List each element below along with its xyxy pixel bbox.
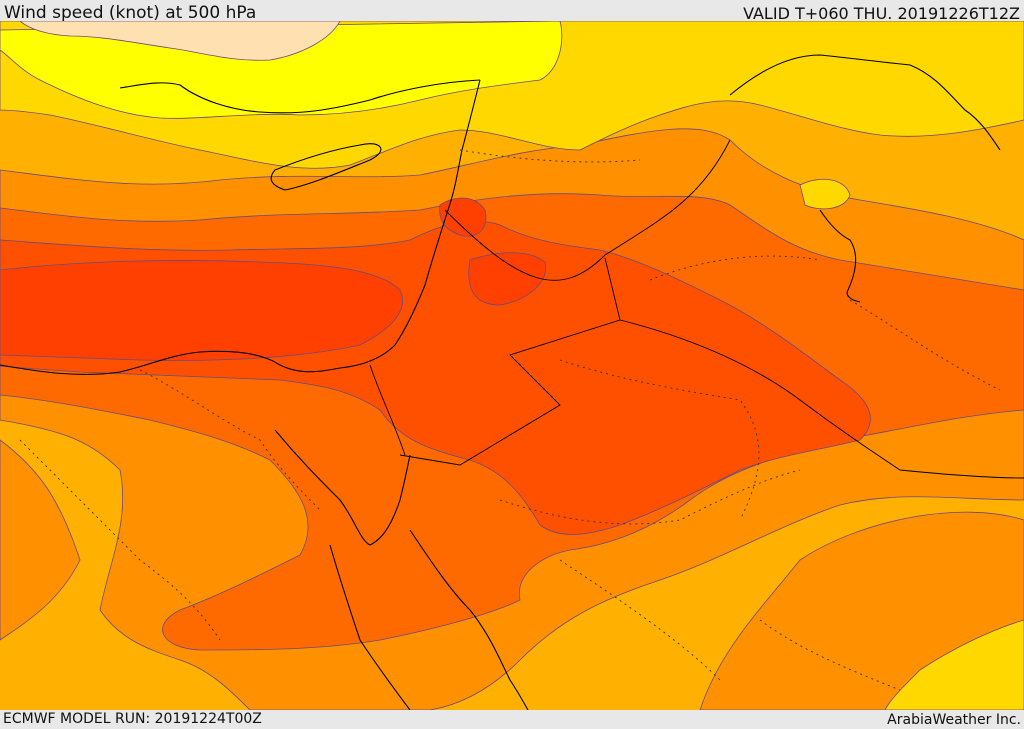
credit: ArabiaWeather Inc. <box>887 712 1021 728</box>
band-moderate-high-south <box>0 439 81 641</box>
band-low-east <box>799 178 851 210</box>
band-jet-core-levant <box>468 252 547 306</box>
map-title: Wind speed (knot) at 500 hPa <box>4 3 257 23</box>
map-footer: ECMWF MODEL RUN: 20191224T00Z ArabiaWeat… <box>0 710 1024 729</box>
borders <box>369 139 1024 479</box>
admin-boundaries <box>19 149 1001 691</box>
map-header: Wind speed (knot) at 500 hPa VALID T+060… <box>0 0 1024 23</box>
coastlines <box>0 54 1001 710</box>
wind-speed-map <box>0 21 1024 710</box>
model-run: ECMWF MODEL RUN: 20191224T00Z <box>3 711 262 727</box>
band-low <box>0 21 563 119</box>
band-jet-core <box>0 260 403 361</box>
band-moderate-low-se <box>884 619 1024 710</box>
valid-time: VALID T+060 THU. 20191226T12Z <box>743 4 1020 23</box>
band-very-low <box>19 21 341 61</box>
